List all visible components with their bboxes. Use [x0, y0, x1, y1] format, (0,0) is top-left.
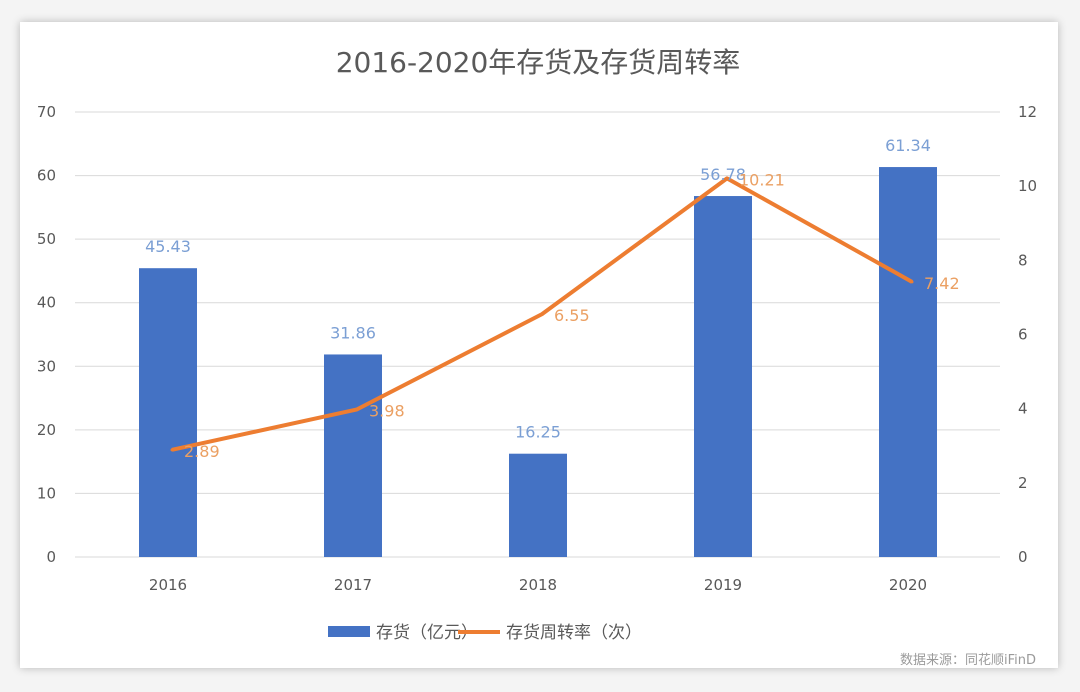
- bar-data-label: 31.86: [330, 323, 376, 342]
- data-source: 数据来源：同花顺iFinD: [900, 652, 1036, 668]
- x-tick-label: 2018: [519, 576, 557, 594]
- line-data-label: 6.55: [554, 306, 590, 325]
- line-data-label: 10.21: [739, 170, 785, 189]
- y-right-tick-label: 10: [1018, 177, 1037, 195]
- bar-2016: [139, 268, 197, 557]
- line-point-2016: [170, 448, 174, 452]
- y-right-tick-label: 6: [1018, 326, 1028, 344]
- x-tick-label: 2016: [149, 576, 187, 594]
- bar-data-label: 16.25: [515, 423, 561, 442]
- line-data-label: 2.89: [184, 442, 220, 461]
- y-left-tick-label: 10: [37, 484, 56, 502]
- line-point-2017: [355, 407, 359, 411]
- y-left-tick-label: 40: [37, 294, 56, 312]
- x-tick-label: 2017: [334, 576, 372, 594]
- legend: 存货（亿元） 存货周转率（次）: [328, 623, 642, 643]
- y-right-tick-label: 4: [1018, 400, 1028, 418]
- y-right-tick-label: 0: [1018, 548, 1028, 566]
- bar-data-label: 45.43: [145, 237, 191, 256]
- y-right-tick-label: 12: [1018, 103, 1037, 121]
- legend-label-bar: 存货（亿元）: [376, 623, 478, 643]
- y-left-tick-label: 50: [37, 230, 56, 248]
- bar-2017: [324, 354, 382, 557]
- bar-2020: [879, 167, 937, 557]
- legend-label-line: 存货周转率（次）: [506, 623, 642, 643]
- y-right-tick-label: 2: [1018, 474, 1028, 492]
- y-left-tick-label: 70: [37, 103, 56, 121]
- line-point-2018: [540, 312, 544, 316]
- x-tick-label: 2020: [889, 576, 927, 594]
- bar-2018: [509, 453, 567, 557]
- line-data-label: 7.42: [924, 274, 960, 293]
- y-left-tick-label: 30: [37, 357, 56, 375]
- y-left-tick-label: 0: [46, 548, 56, 566]
- y-left-tick-label: 60: [37, 167, 56, 185]
- line-point-2020: [910, 280, 914, 284]
- bar-2019: [694, 196, 752, 557]
- bar-data-label: 61.34: [885, 136, 931, 155]
- line-point-2019: [725, 176, 729, 180]
- line-data-label: 3.98: [369, 401, 405, 420]
- y-left-tick-label: 20: [37, 421, 56, 439]
- legend-swatch-bar: [328, 626, 370, 637]
- bar-data-label: 56.78: [700, 165, 746, 184]
- x-tick-label: 2019: [704, 576, 742, 594]
- y-right-tick-label: 8: [1018, 251, 1028, 269]
- chart-title: 2016-2020年存货及存货周转率: [336, 46, 741, 79]
